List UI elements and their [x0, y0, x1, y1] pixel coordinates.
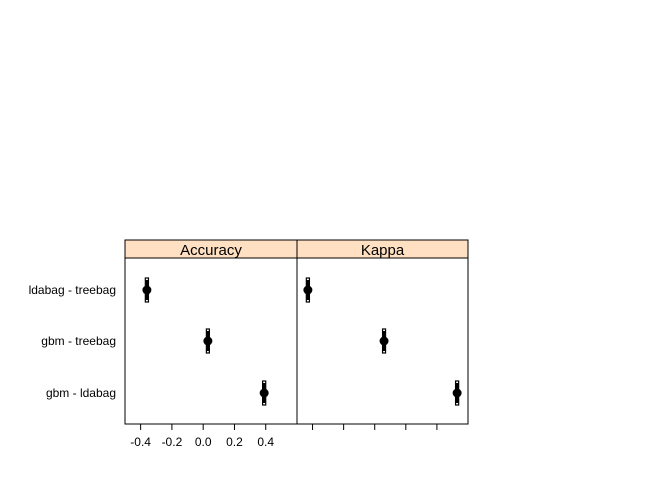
estimate-point: [259, 388, 269, 398]
estimate-point: [203, 336, 213, 346]
strip-label: Accuracy: [180, 242, 242, 259]
estimate-point: [142, 285, 152, 295]
estimate-point: [379, 336, 389, 346]
estimate-point: [452, 388, 462, 398]
x-tick-label: 0.4: [257, 435, 274, 449]
strip-label: Kappa: [361, 242, 405, 259]
row-label: ldabag - treebag: [29, 283, 116, 297]
estimate-point: [303, 285, 313, 295]
row-label: gbm - ldabag: [46, 386, 116, 400]
x-tick-label: 0.2: [226, 435, 243, 449]
row-label: gbm - treebag: [41, 334, 116, 348]
x-tick-label: -0.2: [162, 435, 183, 449]
panel-frame: [296, 257, 469, 425]
x-tick-label: 0.0: [195, 435, 212, 449]
x-tick-label: -0.4: [130, 435, 151, 449]
